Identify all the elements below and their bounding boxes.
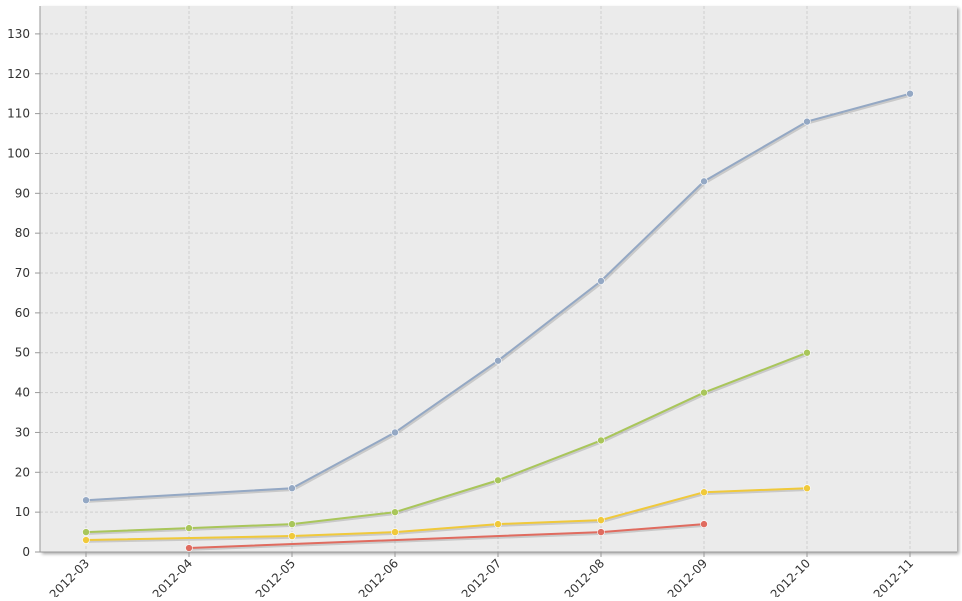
x-tick-label: 2012-09 bbox=[665, 556, 710, 597]
series-line-shadow bbox=[86, 352, 809, 535]
data-point bbox=[288, 484, 296, 493]
series-line bbox=[85, 92, 911, 502]
data-point bbox=[494, 476, 502, 485]
data-point bbox=[82, 536, 90, 544]
x-tick-label: 2012-03 bbox=[47, 556, 92, 597]
y-tick-label: 10 bbox=[15, 505, 30, 519]
data-point bbox=[288, 532, 296, 540]
x-tick-label: 2012-08 bbox=[562, 556, 607, 597]
x-tick-label: 2012-06 bbox=[356, 556, 401, 597]
data-point bbox=[494, 356, 502, 365]
data-point bbox=[597, 516, 605, 524]
data-point bbox=[391, 528, 399, 536]
y-tick-label: 100 bbox=[7, 146, 30, 160]
data-point bbox=[82, 528, 90, 536]
axes bbox=[35, 6, 957, 557]
data-point bbox=[597, 528, 605, 536]
series-line-shadow bbox=[86, 92, 912, 503]
y-tick-label: 130 bbox=[7, 27, 30, 41]
data-point bbox=[288, 520, 296, 528]
data-point bbox=[700, 177, 708, 186]
y-tick-label: 120 bbox=[7, 67, 30, 81]
data-point bbox=[494, 520, 502, 528]
data-point bbox=[700, 388, 708, 397]
data-point bbox=[391, 508, 399, 516]
data-point bbox=[906, 89, 914, 98]
data-point bbox=[185, 524, 193, 532]
data-point bbox=[185, 544, 193, 552]
x-tick-label: 2012-11 bbox=[871, 556, 916, 597]
data-point bbox=[597, 277, 605, 285]
grid-lines bbox=[40, 6, 957, 552]
y-tick-label: 60 bbox=[15, 306, 30, 320]
data-point bbox=[597, 436, 605, 445]
y-tick-label: 110 bbox=[7, 107, 30, 121]
series-lines bbox=[82, 89, 914, 552]
y-tick-label: 40 bbox=[15, 386, 30, 400]
data-point bbox=[82, 496, 90, 504]
series-line bbox=[85, 351, 808, 534]
x-tick-label: 2012-05 bbox=[253, 556, 298, 597]
data-point bbox=[700, 520, 708, 528]
y-tick-label: 30 bbox=[15, 425, 30, 439]
data-point bbox=[803, 348, 811, 357]
y-tick-label: 50 bbox=[15, 346, 30, 360]
data-point bbox=[391, 428, 399, 437]
y-tick-label: 0 bbox=[22, 545, 30, 559]
x-tick-label: 2012-10 bbox=[768, 556, 813, 597]
y-tick-label: 80 bbox=[15, 226, 30, 240]
data-point bbox=[803, 117, 811, 126]
data-point bbox=[803, 484, 811, 493]
x-tick-label: 2012-07 bbox=[459, 556, 504, 597]
data-point bbox=[700, 488, 708, 497]
x-tick-label: 2012-04 bbox=[150, 556, 195, 597]
y-tick-label: 90 bbox=[15, 186, 30, 200]
y-tick-label: 70 bbox=[15, 266, 30, 280]
y-tick-label: 20 bbox=[15, 465, 30, 479]
